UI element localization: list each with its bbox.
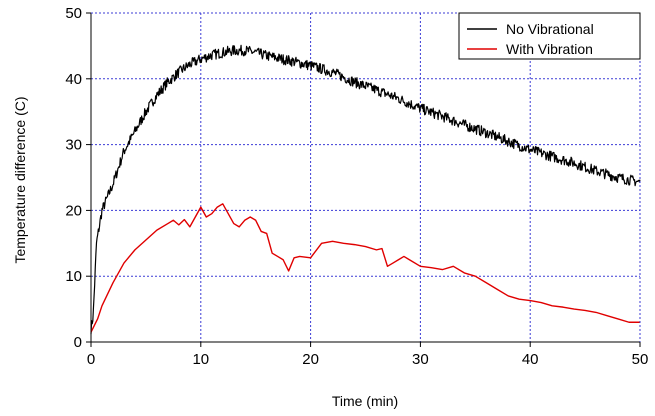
grid-lines	[91, 13, 640, 342]
series-line-with-vibration	[90, 203, 640, 333]
series-line-no-vibrational	[90, 44, 641, 335]
x-tick-label: 50	[632, 351, 649, 368]
series-layer	[90, 44, 641, 335]
y-tick-label: 30	[65, 137, 82, 154]
x-tick-label: 20	[302, 351, 319, 368]
x-tick-label: 10	[192, 351, 209, 368]
legend-label-no-vibrational: No Vibrational	[506, 21, 594, 37]
y-tick-label: 20	[65, 202, 82, 219]
x-tick-label: 40	[522, 351, 539, 368]
x-axis-label: Time (min)	[332, 393, 398, 409]
x-tick-label: 30	[412, 351, 429, 368]
y-axis-label: Temperature difference (C)	[12, 96, 28, 263]
legend-box	[458, 12, 641, 60]
legend-label-with-vibration: With Vibration	[506, 41, 593, 57]
tick-labels: 0 10 20 30 40 50 0 10 20 30 40 50	[65, 5, 648, 368]
y-tick-label: 50	[65, 5, 82, 22]
legend: No Vibrational With Vibration	[458, 12, 641, 60]
y-tick-label: 40	[65, 71, 82, 88]
y-tick-label: 10	[65, 268, 82, 285]
y-tick-label: 0	[74, 334, 82, 351]
x-tick-label: 0	[87, 351, 95, 368]
